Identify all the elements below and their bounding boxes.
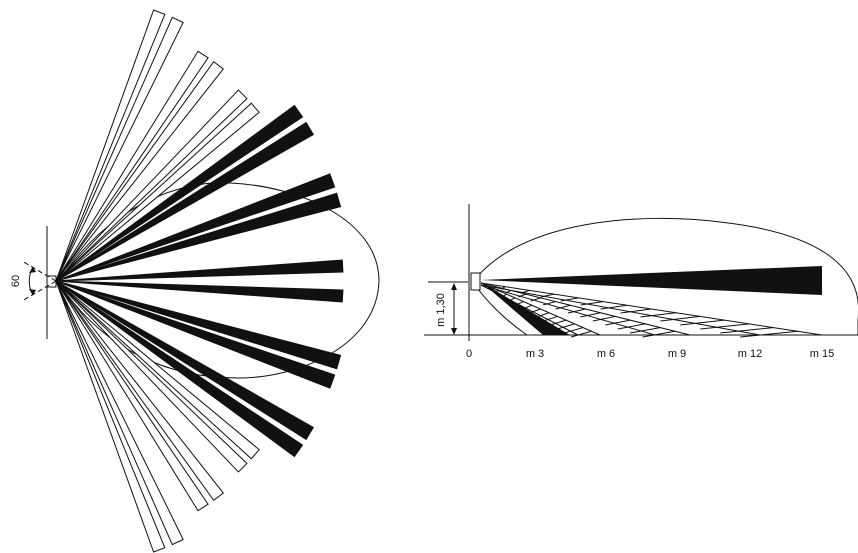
outline-beam: [55, 280, 260, 460]
angle-label: 60: [10, 275, 22, 287]
outline-beam: [55, 102, 260, 282]
hatched-beam-mid: [480, 282, 691, 338]
side-sensor: [470, 272, 481, 291]
height-dimension: [428, 281, 468, 335]
top-view: 60: [10, 9, 380, 553]
axis-tick-label: m 3: [526, 348, 544, 360]
side-view: m 1,30 0 m 3 m 6 m 9 m 12 m 15: [424, 204, 858, 360]
axis-tick-label: m 9: [668, 348, 686, 360]
outline-beam: [55, 280, 248, 473]
side-hatched-beams: [480, 282, 823, 338]
outline-beam: [55, 280, 224, 501]
axis-tick-label: 0: [466, 348, 472, 360]
solid-beam: [55, 280, 315, 441]
solid-beam: [55, 104, 304, 282]
axis-tick-label: m 15: [810, 348, 834, 360]
solid-beam: [55, 280, 342, 370]
side-coverage-ellipse: [472, 217, 858, 336]
outline-beam: [55, 50, 209, 282]
top-beams: [55, 9, 344, 553]
height-label: m 1,30: [435, 293, 447, 327]
solid-beam: [55, 280, 344, 303]
angle-indicator: [21, 260, 57, 302]
outline-beam: [55, 280, 209, 512]
side-main-beam: [481, 266, 822, 295]
solid-beam: [55, 121, 315, 282]
solid-beam: [55, 259, 344, 282]
outline-beam: [55, 89, 248, 282]
outline-beam: [55, 61, 224, 282]
hatched-beam-near: [480, 282, 601, 338]
axis-tick-label: m 6: [597, 348, 615, 360]
outline-beam: [55, 280, 184, 546]
outline-beam: [55, 16, 184, 282]
outline-beam: [55, 9, 166, 282]
solid-beam: [55, 280, 304, 458]
solid-beam: [55, 192, 342, 282]
solid-beam: [55, 173, 336, 282]
axis-tick-label: m 12: [738, 348, 762, 360]
outline-beam: [55, 280, 166, 553]
solid-beam: [55, 280, 336, 389]
hatched-beam-far: [480, 282, 823, 338]
